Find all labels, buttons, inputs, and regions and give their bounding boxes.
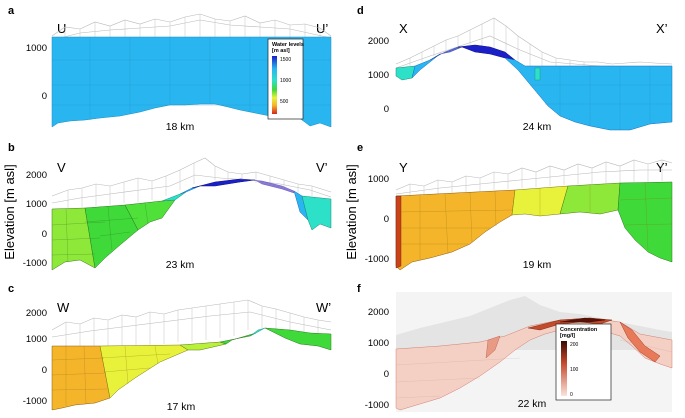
distance-label: 24 km bbox=[523, 121, 552, 133]
section-start-label: X bbox=[399, 21, 408, 36]
y-tick-label: -1000 bbox=[365, 254, 389, 265]
panel-letter: b bbox=[8, 142, 15, 154]
section-start-label: V bbox=[57, 160, 66, 175]
topography-wireframe bbox=[51, 157, 332, 204]
legend-title: Water levels bbox=[272, 42, 304, 48]
y-tick-label: 2000 bbox=[26, 170, 47, 181]
panel-e: e Y Y’ 1000 0 -1000 19 km bbox=[357, 142, 673, 271]
topography-wireframe bbox=[51, 13, 332, 41]
y-tick-label: 1000 bbox=[26, 43, 47, 54]
y-axis-label: Elevation [m asl] bbox=[2, 164, 17, 259]
legend-value: 1500 bbox=[280, 57, 291, 63]
y-tick-label: 2000 bbox=[26, 308, 47, 319]
y-tick-label: 1000 bbox=[368, 338, 389, 349]
panel-letter: e bbox=[357, 142, 363, 154]
aquifer-darkblue-zone bbox=[457, 44, 516, 61]
aquifer-left-teal-zone bbox=[395, 65, 416, 81]
legend-value: 100 bbox=[570, 367, 579, 373]
y-tick-label: 2000 bbox=[368, 307, 389, 318]
legend-title: Concentration bbox=[560, 327, 598, 333]
distance-label: 18 km bbox=[166, 121, 195, 133]
aquifer-right-green-zone bbox=[264, 327, 332, 351]
panel-a: a U U’ 1000 0 18 km Water levels [m asl] bbox=[8, 5, 332, 133]
aquifer-cyan-zone bbox=[249, 327, 266, 337]
panel-letter: a bbox=[8, 5, 15, 17]
aquifer-lime-zone bbox=[179, 341, 227, 351]
y-tick-label: 0 bbox=[42, 365, 47, 376]
section-start-label: U bbox=[57, 21, 66, 36]
legend-value: 500 bbox=[280, 99, 289, 105]
concentration-peak-zone bbox=[559, 317, 606, 323]
legend-value: 1000 bbox=[280, 78, 291, 84]
aquifer-darkblue-zone bbox=[191, 178, 256, 189]
aquifer-ridge-zone bbox=[239, 178, 295, 194]
panel-letter: d bbox=[357, 5, 364, 17]
section-start-label: W bbox=[57, 300, 70, 315]
y-tick-label: -1000 bbox=[365, 400, 389, 411]
legend-unit: [mg/l] bbox=[560, 333, 575, 339]
distance-label: 19 km bbox=[523, 259, 552, 271]
y-tick-label: 0 bbox=[384, 369, 389, 380]
panel-b: b V V’ 2000 1000 0 -1000 23 km bbox=[8, 142, 332, 271]
water-body bbox=[51, 36, 332, 128]
y-axis-label-right: Elevation [m asl] bbox=[344, 164, 359, 259]
aquifer-orange-zone bbox=[51, 345, 111, 411]
aquifer-green-zone bbox=[219, 332, 257, 345]
legend-unit: [m asl] bbox=[272, 48, 290, 54]
concentration-left-streak bbox=[485, 335, 501, 359]
distance-label: 22 km bbox=[518, 398, 547, 410]
y-tick-label: 1000 bbox=[368, 174, 389, 185]
section-end-label: W’ bbox=[316, 300, 331, 315]
distance-label: 23 km bbox=[166, 259, 195, 271]
y-tick-label: 0 bbox=[384, 104, 389, 115]
section-end-label: U’ bbox=[316, 21, 328, 36]
concentration-legend: Concentration [mg/l] 200 100 0 bbox=[555, 323, 612, 401]
section-start-label: Y bbox=[399, 160, 408, 175]
distance-label: 17 km bbox=[167, 401, 196, 413]
concentration-right-zone bbox=[619, 321, 661, 363]
section-end-label: X’ bbox=[656, 21, 668, 36]
topography-wireframe bbox=[395, 17, 673, 69]
y-tick-label: 1000 bbox=[368, 70, 389, 81]
y-tick-label: -1000 bbox=[23, 396, 47, 407]
y-tick-label: -1000 bbox=[23, 258, 47, 269]
y-tick-label: 1000 bbox=[26, 199, 47, 210]
aquifer-green-zone bbox=[617, 181, 673, 263]
aquifer-yellow-zone bbox=[99, 344, 189, 399]
y-tick-label: 0 bbox=[42, 229, 47, 240]
section-end-label: V’ bbox=[316, 160, 328, 175]
aquifer-red-edge-zone bbox=[395, 195, 402, 269]
panel-letter: f bbox=[357, 283, 361, 295]
y-tick-label: 1000 bbox=[26, 334, 47, 345]
aquifer-small-teal-zone bbox=[534, 67, 541, 81]
panel-d: d X X’ 2000 1000 0 24 km bbox=[357, 5, 673, 133]
y-tick-label: 0 bbox=[384, 214, 389, 225]
panel-c: c W W’ 2000 1000 0 -1000 17 km bbox=[8, 283, 331, 413]
aquifer-right-teal-zone bbox=[301, 195, 332, 231]
panel-f: f Z Z’ 2000 1000 0 -1000 Concentration [… bbox=[357, 283, 673, 412]
legend-value: 200 bbox=[570, 342, 579, 348]
legend-colorbar bbox=[272, 56, 277, 114]
panel-letter: c bbox=[8, 283, 14, 295]
aquifer-blue-zone bbox=[179, 185, 201, 195]
water-level-legend: Water levels [m asl] 1500 1000 500 bbox=[267, 38, 304, 120]
y-tick-label: 2000 bbox=[368, 36, 389, 47]
aquifer-orange-zone bbox=[395, 189, 516, 271]
y-tick-label: 0 bbox=[42, 91, 47, 102]
legend-value: 0 bbox=[570, 392, 573, 398]
aquifer-right-water-zone bbox=[504, 57, 673, 131]
legend-colorbar bbox=[561, 341, 567, 396]
concentration-plume bbox=[395, 317, 673, 411]
